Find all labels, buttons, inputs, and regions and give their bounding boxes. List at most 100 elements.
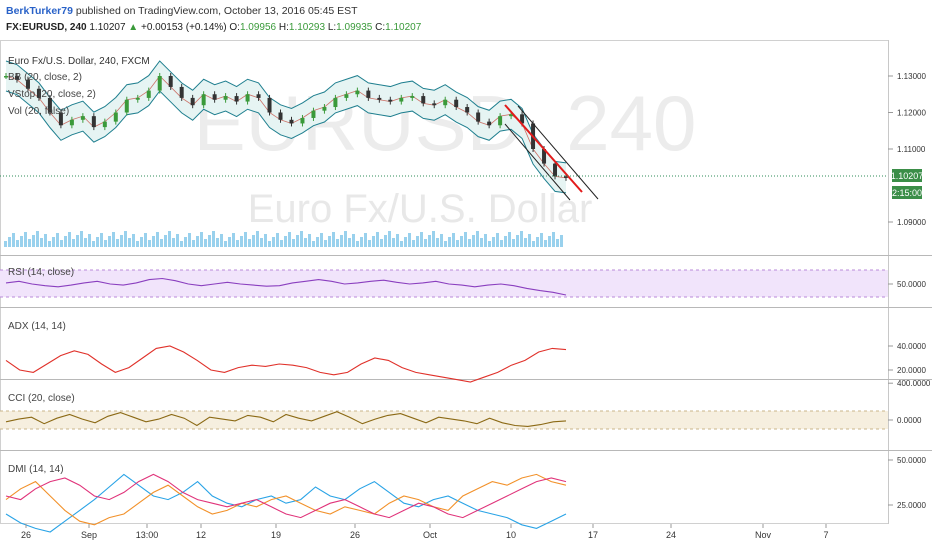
legend-main[interactable]: Euro Fx/U.S. Dollar, 240, FXCM <box>8 56 150 67</box>
volume-bar <box>516 235 519 247</box>
volume-bar <box>152 236 155 247</box>
volume-bar <box>528 234 531 247</box>
candle-body <box>553 163 558 177</box>
volume-bar <box>332 232 335 247</box>
candle-body <box>14 76 19 80</box>
cci-tick-label: 400.0000 <box>897 379 931 388</box>
volume-bar <box>256 231 259 247</box>
volume-bar <box>512 239 515 247</box>
candle-body <box>234 96 239 102</box>
legend-dmi[interactable]: DMI (14, 14) <box>8 464 64 475</box>
volume-bar <box>144 233 147 247</box>
candle-body <box>80 116 85 120</box>
volume-bar <box>432 231 435 247</box>
volume-bar <box>208 235 211 247</box>
volume-bar <box>292 239 295 247</box>
volume-bar <box>420 232 423 247</box>
volume-bar <box>132 234 135 247</box>
volume-bar <box>436 238 439 247</box>
change-value: +0.00153 (+0.14%) <box>140 22 227 33</box>
countdown-badge <box>892 186 922 199</box>
candle-body <box>355 90 360 95</box>
volume-bar <box>400 241 403 247</box>
volume-bar <box>288 232 291 247</box>
candle-body <box>201 94 206 106</box>
volume-bar <box>544 240 547 247</box>
candle-body <box>245 94 250 102</box>
price-tick-label: 1.09000 <box>897 218 926 227</box>
volume-bar <box>520 231 523 247</box>
volume-bar <box>28 239 31 247</box>
volume-bar <box>492 237 495 247</box>
volume-bar <box>472 235 475 247</box>
volume-bar <box>16 240 19 247</box>
candle-body <box>366 90 371 98</box>
volume-bar <box>372 236 375 247</box>
bb-upper <box>5 60 567 164</box>
chart-canvas[interactable]: EURUSD, 240 Euro Fx/U.S. Dollar 1.130001… <box>0 40 932 550</box>
x-tick-label: 26 <box>350 530 360 540</box>
candle-body <box>146 90 151 98</box>
volume-bar <box>448 237 451 247</box>
volume-bar <box>272 237 275 247</box>
volume-bar <box>36 231 39 247</box>
legend-cci[interactable]: CCI (20, close) <box>8 393 75 404</box>
candle-body <box>432 103 437 106</box>
volume-bar <box>52 237 55 247</box>
legend-vstop[interactable]: VStop (20, close, 2) <box>8 89 96 100</box>
volume-bar <box>364 233 367 247</box>
legend-rsi[interactable]: RSI (14, close) <box>8 267 74 278</box>
x-tick-label: Sep <box>81 530 97 540</box>
volume-bar <box>180 241 183 247</box>
high-label: H: <box>278 22 289 33</box>
volume-bar <box>392 238 395 247</box>
volume-bar <box>304 238 307 247</box>
x-tick-label: 13:00 <box>136 530 159 540</box>
volume-bar <box>60 240 63 247</box>
volume-bar <box>20 236 23 247</box>
x-tick-label: 17 <box>588 530 598 540</box>
bb-lower <box>5 90 567 194</box>
legend-vol[interactable]: Vol (20, false) <box>8 106 69 117</box>
candle-body <box>311 110 316 118</box>
x-tick-label: 19 <box>271 530 281 540</box>
volume-bar <box>340 235 343 247</box>
volume-bar <box>188 233 191 247</box>
legend-bb[interactable]: BB (20, close, 2) <box>8 72 82 83</box>
volume-bar <box>192 240 195 247</box>
candle-body <box>69 119 74 126</box>
legend-adx[interactable]: ADX (14, 14) <box>8 321 66 332</box>
candle-body <box>520 114 525 124</box>
cci-tick-label: 0.0000 <box>897 416 922 425</box>
volume-bar <box>184 237 187 247</box>
candle-body <box>135 97 140 100</box>
volume-bar <box>244 232 247 247</box>
author-name[interactable]: BerkTurker79 <box>6 5 73 17</box>
dmi-plus-line <box>5 473 567 533</box>
x-tick-label: 24 <box>666 530 676 540</box>
candle-body <box>113 112 118 122</box>
volume-bar <box>408 233 411 247</box>
rsi-tick-label: 50.0000 <box>897 280 926 289</box>
volume-bar <box>456 240 459 247</box>
volume-bar <box>48 241 51 247</box>
symbol: FX:EURUSD, 240 <box>6 22 87 33</box>
x-tick-label: 10 <box>506 530 516 540</box>
volume-bar <box>196 236 199 247</box>
adx-line <box>5 345 567 383</box>
volume-bar <box>312 241 315 247</box>
volume-bar <box>108 236 111 247</box>
price-tick-label: 1.12000 <box>897 109 926 118</box>
volume-bar <box>224 241 227 247</box>
volume-bar <box>24 232 27 247</box>
cci-line <box>5 411 567 427</box>
volume-bar <box>12 233 15 247</box>
volume-bar <box>536 237 539 247</box>
volume-bar <box>204 239 207 247</box>
dmi-minus-line <box>5 473 567 526</box>
volume-bar <box>480 238 483 247</box>
candle-body <box>223 96 228 100</box>
volume-bar <box>220 234 223 247</box>
publish-header: BerkTurker79 published on TradingView.co… <box>6 5 358 17</box>
low-label: L: <box>327 22 337 33</box>
